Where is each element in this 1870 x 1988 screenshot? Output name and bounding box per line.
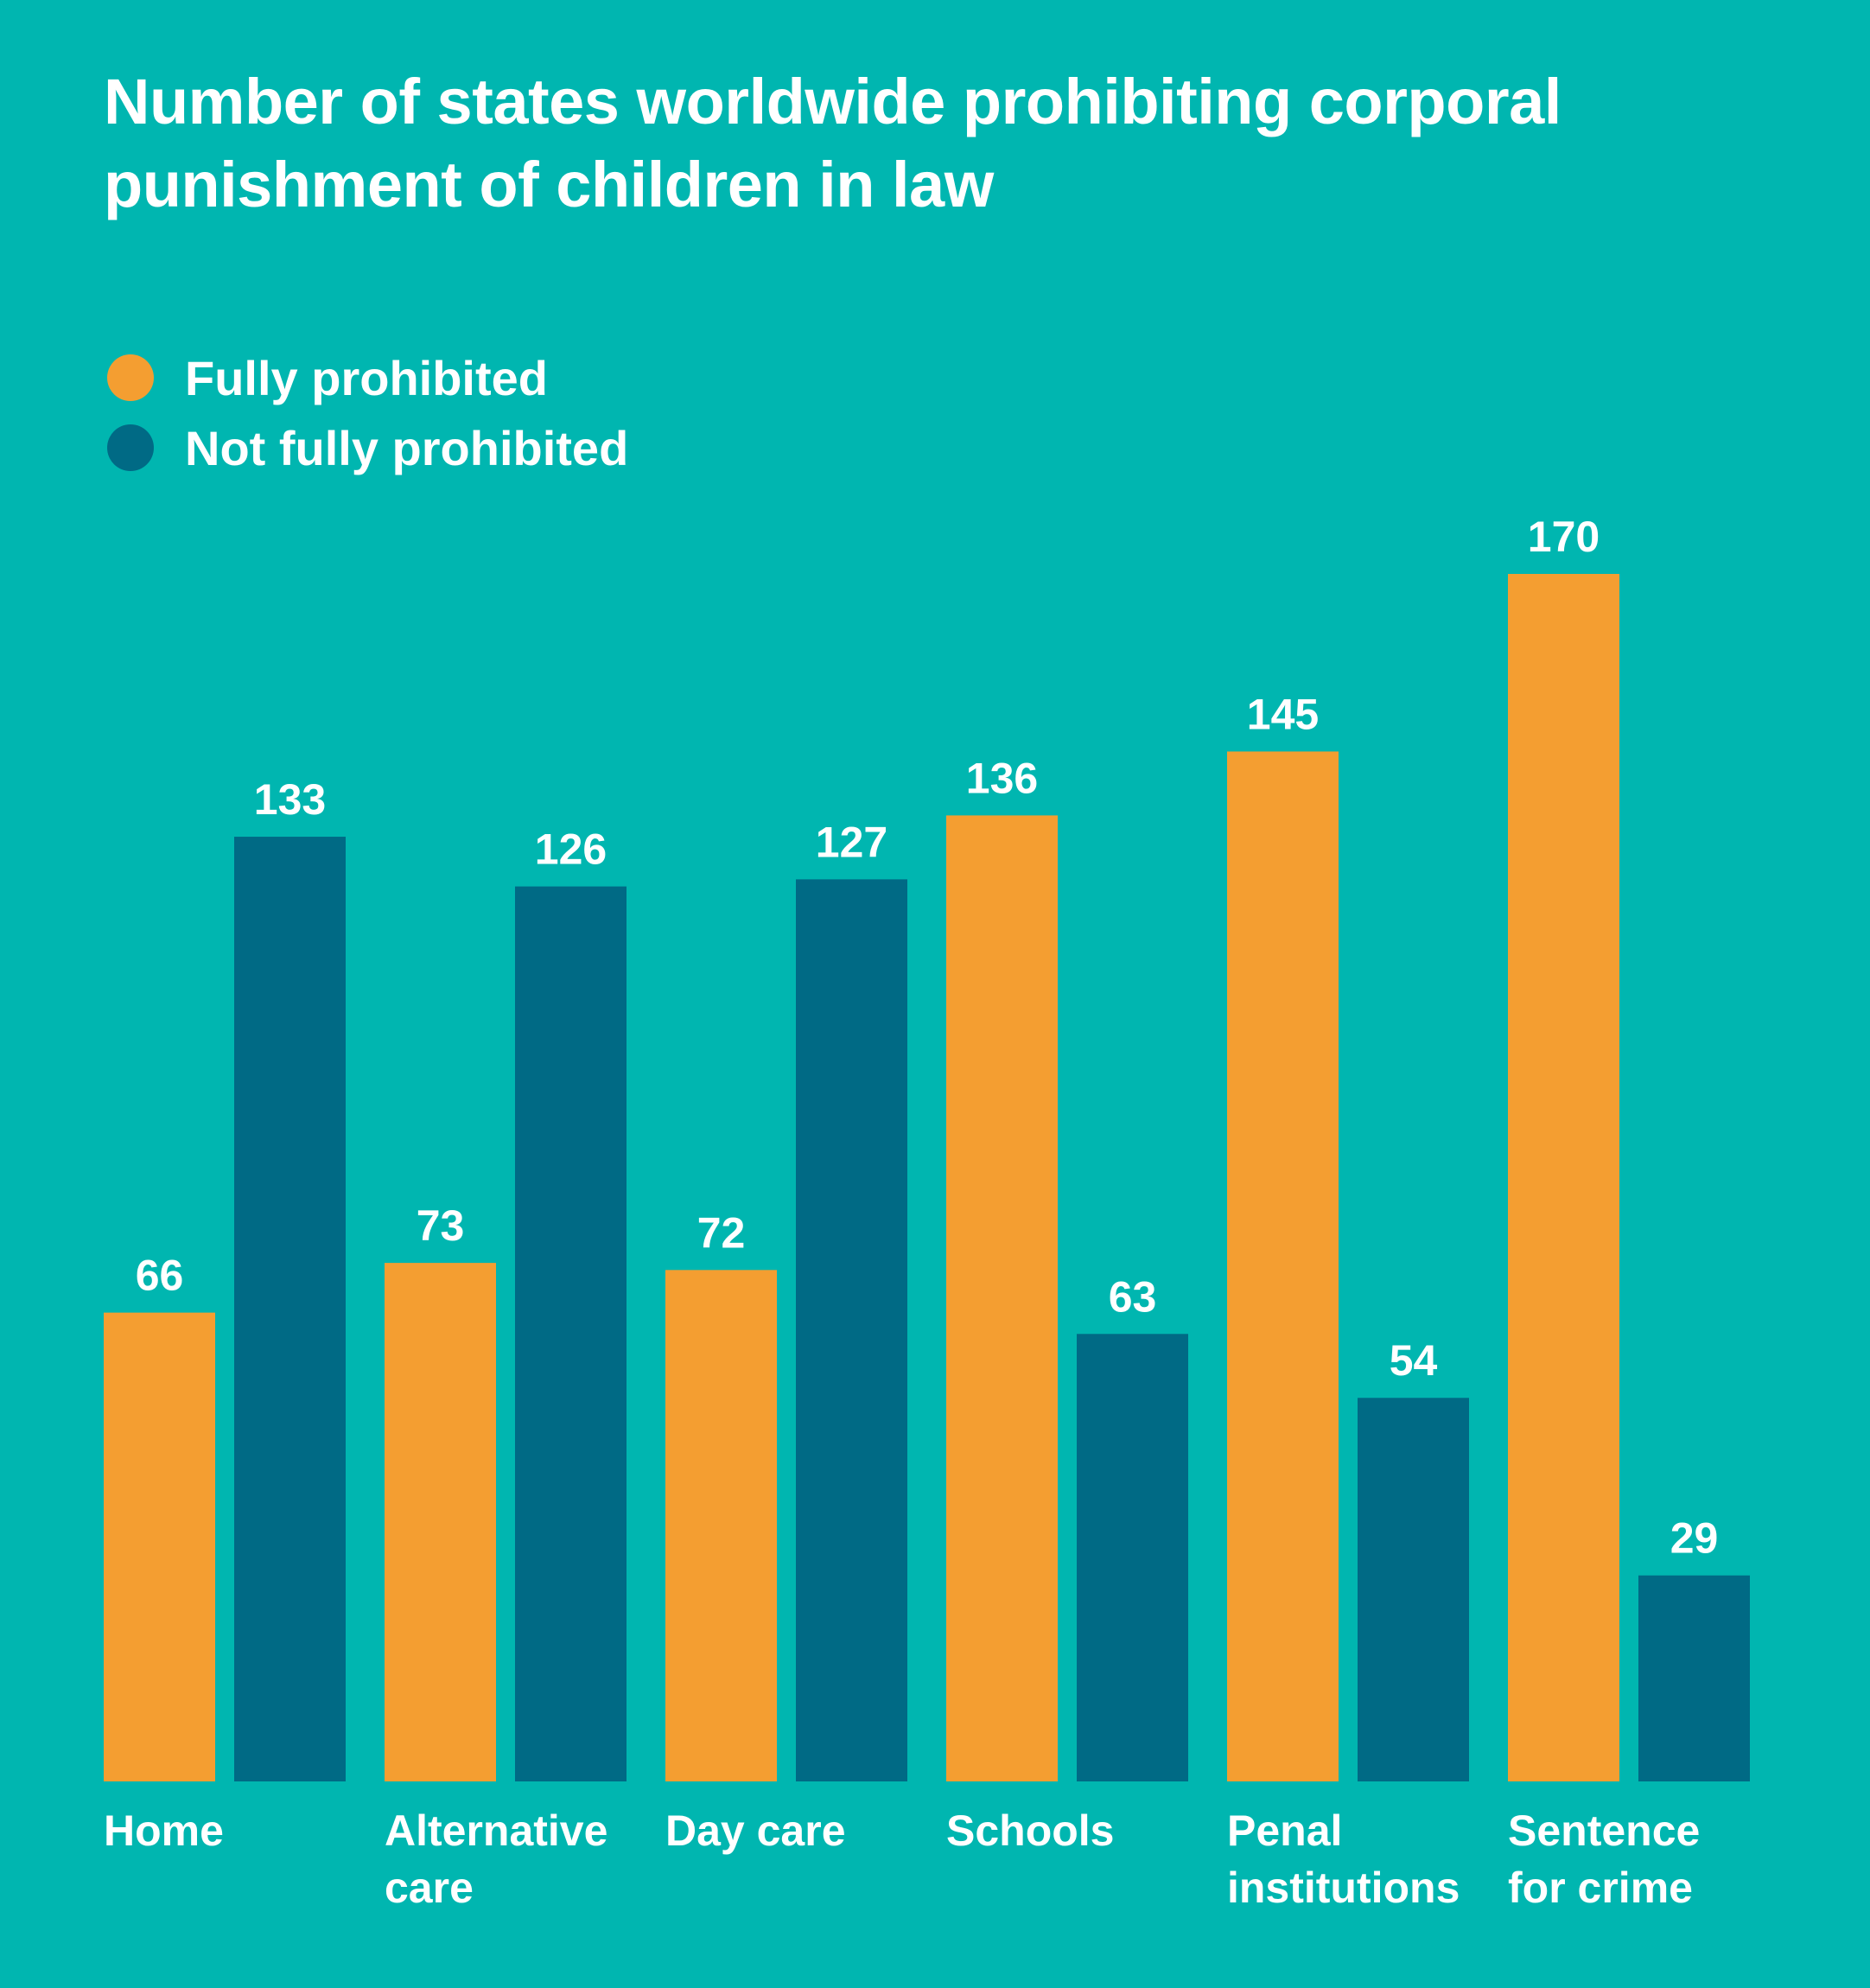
bar-fully-0 [104,1312,215,1781]
data-label: 126 [535,825,607,874]
data-label: 29 [1670,1514,1719,1563]
legend-dot-orange-icon [107,354,154,401]
bar-not-fully-5 [1638,1575,1750,1781]
category-label: Schools [946,1806,1115,1855]
chart-title: Number of states worldwide prohibiting c… [104,66,1562,220]
bar-not-fully-2 [796,879,907,1781]
category-label: Sentence for crime [1508,1806,1701,1912]
data-label: 127 [816,818,887,866]
bar-fully-3 [946,815,1058,1781]
legend-item-not-fully-prohibited: Not fully prohibited [107,420,629,475]
category-label: Alternative care [385,1806,608,1912]
bar-fully-2 [665,1270,777,1781]
bar-not-fully-0 [234,837,346,1781]
legend-label: Not fully prohibited [185,420,629,475]
bar-fully-1 [385,1263,496,1781]
bar-not-fully-4 [1358,1398,1469,1781]
legend-dot-blue-icon [107,424,154,471]
bar-not-fully-3 [1077,1334,1188,1781]
legend-label: Fully prohibited [185,350,548,405]
data-label: 145 [1247,690,1319,738]
category-label: Home [104,1806,224,1855]
data-label: 136 [966,754,1038,802]
category-label: Penal institutions [1227,1806,1460,1912]
data-label: 66 [136,1252,184,1300]
data-label: 54 [1390,1336,1438,1385]
data-label: 73 [417,1201,465,1250]
bar-not-fully-1 [515,886,627,1781]
bar-fully-5 [1508,574,1619,1781]
bar-fully-4 [1227,751,1339,1781]
data-label: 72 [697,1208,746,1257]
data-label: 133 [254,775,326,824]
category-label: Day care [665,1806,846,1855]
data-label: 63 [1109,1272,1157,1321]
legend-item-fully-prohibited: Fully prohibited [107,350,548,405]
data-label: 170 [1528,513,1600,561]
